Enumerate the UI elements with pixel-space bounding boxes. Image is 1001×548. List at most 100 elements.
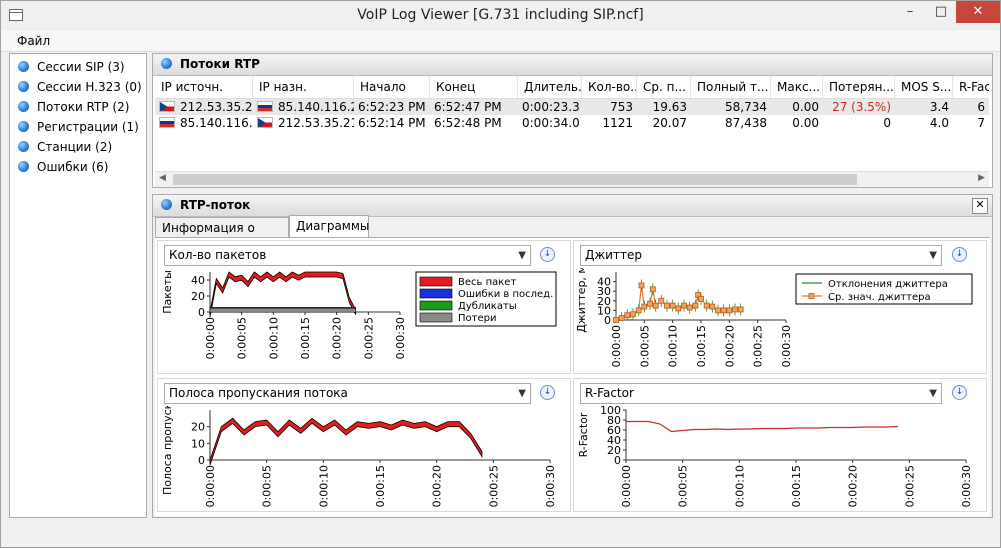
x-tick-label: 0:00:15 (374, 465, 387, 507)
legend-label: Ошибки в послед. (458, 289, 553, 300)
expand-icon[interactable]: ↓ (952, 247, 967, 262)
y-tick-label: 20 (191, 290, 205, 303)
minimize-button[interactable]: – (906, 4, 914, 19)
maximize-button[interactable]: □ (934, 4, 948, 19)
expand-icon[interactable]: ↓ (540, 247, 555, 262)
y-tick-label: 40 (191, 274, 205, 287)
chart-type-select[interactable]: Полоса пропускания потока ▼ (164, 383, 531, 404)
tab-stream-info[interactable]: Информация о потоке (155, 217, 289, 255)
cell-start: 6:52:23 PM (358, 100, 426, 114)
x-tick-label: 0:00:30 (394, 317, 407, 359)
menu-file[interactable]: Файл (17, 34, 51, 48)
title-bar: VoIP Log Viewer [G.731 including SIP.ncf… (1, 1, 1000, 31)
series-area (209, 271, 357, 318)
cell-src: 212.53.35.219 (155, 99, 253, 115)
col-header-dst-ip[interactable]: IP назн. (253, 76, 354, 98)
y-axis-label: R-Factor (577, 412, 590, 457)
col-header-start[interactable]: Начало (354, 76, 430, 98)
nav-item-label: Регистрации (1) (37, 120, 139, 134)
y-tick-label: 0 (198, 306, 205, 319)
legend-label: Отклонения джиттера (828, 279, 948, 290)
horizontal-scrollbar[interactable]: ◀ ▶ (155, 171, 989, 187)
nav-item-sip-sessions[interactable]: Сессии SIP (3) (18, 58, 125, 76)
col-header-mos[interactable]: MOS S... (895, 76, 953, 98)
data-point (720, 307, 727, 314)
col-header-rfactor[interactable]: R-Fac (959, 80, 989, 94)
globe-icon (161, 199, 172, 210)
expand-icon[interactable]: ↓ (540, 385, 555, 400)
x-tick-label: 0:00:30 (960, 465, 973, 507)
packets-chart: 0 20 40 Пакеты 0:00:00 0:00:05 0:00:10 0:00:15 0… (161, 270, 557, 359)
chart-type-select[interactable]: Джиттер ▼ (580, 245, 942, 266)
chart-type-select[interactable]: Кол-во пакетов ▼ (164, 245, 531, 266)
x-tick-label: 0:00:20 (723, 325, 736, 367)
x-tick-label: 0:00:15 (695, 325, 708, 367)
table-row[interactable]: 212.53.35.219 85.140.116.2 6:52:23 PM 6:… (155, 99, 989, 115)
col-header-max[interactable]: Макс... (771, 76, 823, 98)
scroll-left-icon[interactable]: ◀ (159, 173, 166, 183)
cell-lost: 27 (3.5%) (832, 100, 891, 114)
data-point (658, 297, 665, 304)
y-tick-label: 0 (614, 454, 621, 467)
cell-total: 58,734 (725, 100, 767, 114)
nav-item-errors[interactable]: Ошибки (6) (18, 158, 108, 176)
select-value: Кол-во пакетов (169, 248, 267, 262)
col-header-src-ip[interactable]: IP источн. (155, 76, 253, 98)
cell-dst: 85.140.116.2 (253, 99, 354, 115)
czech-flag-icon (257, 117, 273, 128)
x-tick-label: 0:00:20 (431, 465, 444, 507)
nav-item-rtp-streams[interactable]: Потоки RTP (2) (18, 98, 129, 116)
cell-max: 0.00 (792, 116, 819, 130)
nav-item-stations[interactable]: Станции (2) (18, 138, 112, 156)
select-value: R-Factor (585, 386, 634, 400)
cell-end: 6:52:47 PM (434, 100, 502, 114)
y-tick-label: 40 (597, 276, 611, 289)
table-row[interactable]: 85.140.116.2 212.53.35.219 6:52:14 PM 6:… (155, 115, 989, 131)
chart-panel-bandwidth: Полоса пропускания потока ▼ ↓ 0 10 20 Полоса… (157, 378, 571, 512)
x-tick-label: 0:00:05 (236, 317, 249, 359)
globe-icon (18, 81, 29, 92)
col-header-avg[interactable]: Ср. п... (637, 76, 691, 98)
nav-item-registrations[interactable]: Регистрации (1) (18, 118, 139, 136)
x-tick-label: 0:00:10 (733, 465, 746, 507)
rtp-streams-header: Потоки RTP (153, 54, 992, 76)
nav-item-label: Ошибки (6) (37, 160, 109, 174)
y-tick-label: 80 (607, 414, 621, 427)
data-point (649, 286, 656, 293)
col-header-end[interactable]: Конец (430, 76, 518, 98)
expand-icon[interactable]: ↓ (952, 385, 967, 400)
legend-swatch (419, 300, 453, 311)
col-header-lost[interactable]: Потерян... (823, 76, 895, 98)
y-tick-label: 20 (607, 444, 621, 457)
col-header-total[interactable]: Полный т... (691, 76, 771, 98)
scrollbar-thumb[interactable] (173, 174, 857, 185)
x-tick-label: 0:00:00 (610, 325, 623, 367)
x-tick-label: 0:00:05 (261, 465, 274, 507)
cell-mos: 4.0 (929, 116, 949, 130)
cell-duration: 0:00:23.3 (522, 100, 580, 114)
chart-type-select[interactable]: R-Factor ▼ (580, 383, 942, 404)
legend-label: Дубликаты (458, 301, 517, 312)
scroll-right-icon[interactable]: ▶ (978, 173, 985, 183)
x-tick-label: 0:00:10 (667, 325, 680, 367)
x-tick-label: 0:00:05 (677, 465, 690, 507)
close-icon[interactable]: ✕ (972, 198, 988, 214)
cell-count: 1121 (602, 116, 633, 130)
col-header-count[interactable]: Кол-во... (582, 76, 637, 98)
x-tick-label: 0:00:10 (317, 465, 330, 507)
close-button[interactable]: ✕ (956, 1, 1000, 23)
data-point (692, 302, 699, 309)
y-tick-label: 40 (607, 434, 621, 447)
cell-dst: 212.53.35.219 (253, 115, 354, 131)
y-axis-label: Полоса пропускания (161, 406, 174, 495)
x-tick-label: 0:00:15 (299, 317, 312, 359)
grid-header: IP источн. IP назн. Начало Конец Длитель… (155, 76, 989, 99)
nav-item-h323-sessions[interactable]: Сессии H.323 (0) (18, 78, 142, 96)
col-header-duration[interactable]: Длитель... (518, 76, 582, 98)
tab-charts[interactable]: Диаграммы (289, 215, 369, 238)
cell-dst-ip: 85.140.116.2 (278, 100, 354, 114)
globe-icon (18, 141, 29, 152)
nav-item-label: Станции (2) (37, 140, 113, 154)
chevron-down-icon: ▼ (929, 388, 937, 399)
